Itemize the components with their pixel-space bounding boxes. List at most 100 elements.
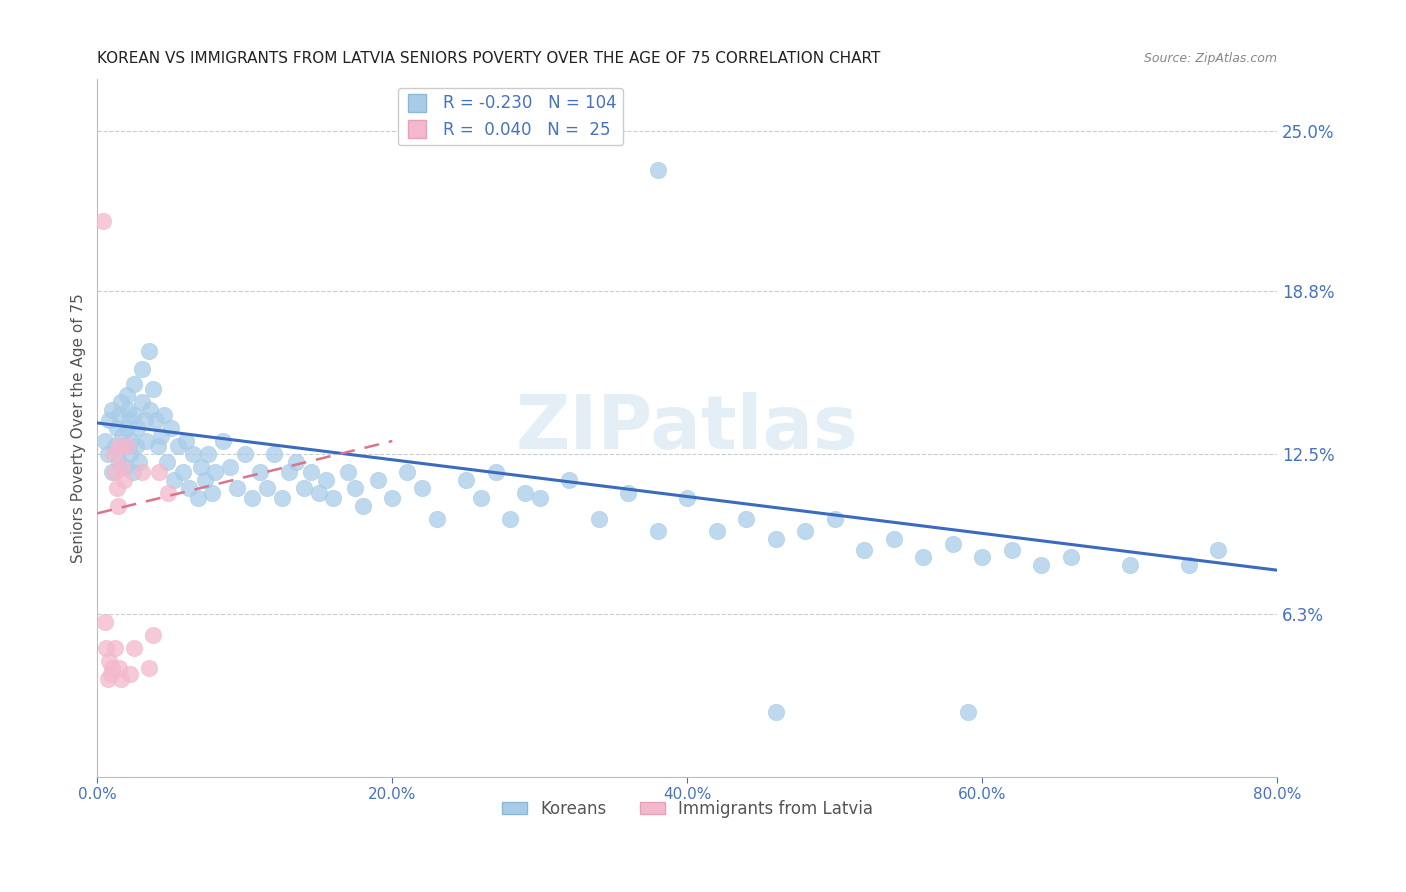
Point	[122, 377, 145, 392]
Point	[157, 485, 180, 500]
Point	[278, 465, 301, 479]
Point	[187, 491, 209, 505]
Point	[152, 408, 174, 422]
Point	[174, 434, 197, 448]
Point	[270, 491, 292, 505]
Point	[647, 162, 669, 177]
Point	[396, 465, 419, 479]
Point	[107, 499, 129, 513]
Point	[240, 491, 263, 505]
Point	[145, 413, 167, 427]
Point	[97, 672, 120, 686]
Point	[322, 491, 344, 505]
Point	[131, 395, 153, 409]
Point	[352, 499, 374, 513]
Point	[110, 672, 132, 686]
Point	[105, 481, 128, 495]
Point	[292, 481, 315, 495]
Point	[226, 481, 249, 495]
Point	[98, 413, 121, 427]
Point	[197, 447, 219, 461]
Point	[117, 403, 139, 417]
Point	[411, 481, 433, 495]
Point	[142, 382, 165, 396]
Point	[98, 654, 121, 668]
Point	[131, 361, 153, 376]
Point	[134, 413, 156, 427]
Point	[121, 465, 143, 479]
Point	[972, 550, 994, 565]
Point	[131, 465, 153, 479]
Point	[104, 439, 127, 453]
Point	[118, 666, 141, 681]
Point	[765, 706, 787, 720]
Point	[190, 459, 212, 474]
Point	[1001, 542, 1024, 557]
Text: KOREAN VS IMMIGRANTS FROM LATVIA SENIORS POVERTY OVER THE AGE OF 75 CORRELATION : KOREAN VS IMMIGRANTS FROM LATVIA SENIORS…	[97, 51, 880, 66]
Point	[118, 413, 141, 427]
Point	[160, 421, 183, 435]
Point	[233, 447, 256, 461]
Point	[367, 473, 389, 487]
Point	[824, 511, 846, 525]
Point	[135, 434, 157, 448]
Text: ZIPatlas: ZIPatlas	[516, 392, 859, 465]
Point	[676, 491, 699, 505]
Point	[1206, 542, 1229, 557]
Point	[558, 473, 581, 487]
Point	[108, 455, 131, 469]
Point	[735, 511, 758, 525]
Point	[142, 628, 165, 642]
Point	[156, 455, 179, 469]
Point	[337, 465, 360, 479]
Point	[103, 447, 125, 461]
Point	[765, 532, 787, 546]
Point	[122, 640, 145, 655]
Point	[108, 439, 131, 453]
Point	[163, 473, 186, 487]
Point	[201, 485, 224, 500]
Point	[249, 465, 271, 479]
Point	[125, 439, 148, 453]
Point	[115, 387, 138, 401]
Point	[128, 455, 150, 469]
Point	[101, 465, 124, 479]
Point	[122, 408, 145, 422]
Point	[91, 214, 114, 228]
Point	[96, 640, 118, 655]
Point	[101, 403, 124, 417]
Point	[111, 459, 134, 474]
Point	[470, 491, 492, 505]
Point	[127, 421, 149, 435]
Point	[97, 447, 120, 461]
Point	[104, 640, 127, 655]
Text: Source: ZipAtlas.com: Source: ZipAtlas.com	[1144, 53, 1277, 65]
Point	[529, 491, 551, 505]
Point	[112, 473, 135, 487]
Point	[93, 615, 115, 629]
Point	[138, 343, 160, 358]
Point	[194, 473, 217, 487]
Point	[344, 481, 367, 495]
Point	[1119, 558, 1142, 572]
Point	[1060, 550, 1083, 565]
Point	[256, 481, 278, 495]
Point	[1178, 558, 1201, 572]
Point	[111, 429, 134, 443]
Point	[112, 439, 135, 453]
Point	[146, 439, 169, 453]
Point	[211, 434, 233, 448]
Point	[118, 447, 141, 461]
Point	[942, 537, 965, 551]
Legend: Koreans, Immigrants from Latvia: Koreans, Immigrants from Latvia	[495, 793, 880, 824]
Point	[315, 473, 337, 487]
Point	[454, 473, 477, 487]
Point	[115, 421, 138, 435]
Point	[204, 465, 226, 479]
Point	[484, 465, 506, 479]
Point	[104, 465, 127, 479]
Point	[149, 429, 172, 443]
Point	[181, 447, 204, 461]
Point	[108, 661, 131, 675]
Point	[100, 666, 122, 681]
